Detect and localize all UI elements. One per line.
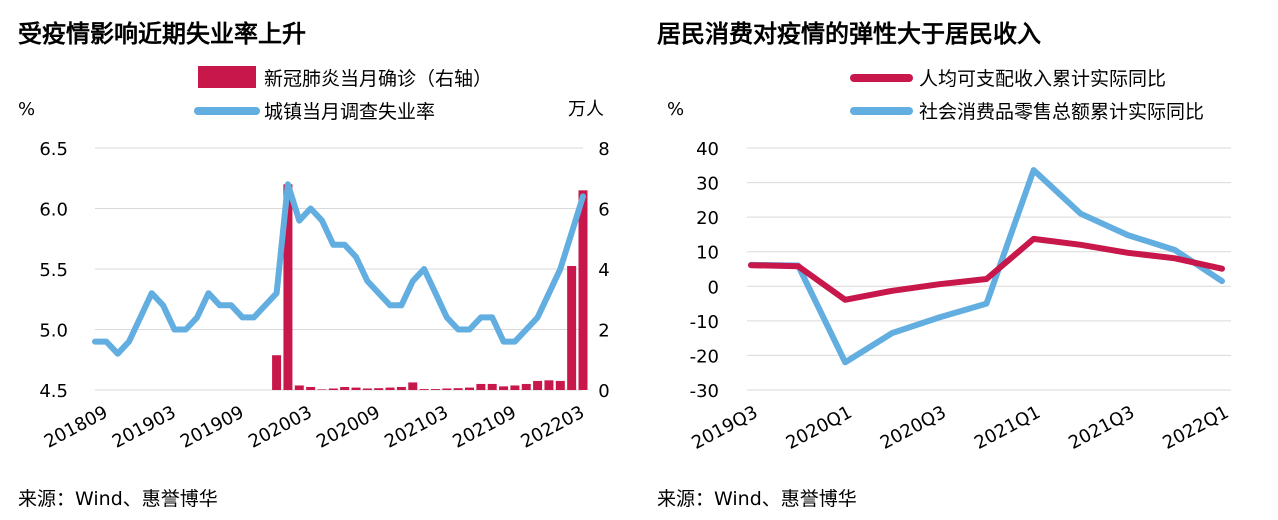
bar-confirmed-cases	[430, 389, 440, 390]
x-tick-label: 202003	[245, 402, 316, 453]
y-right-tick-label: 6	[598, 200, 609, 221]
y-right-tick-label: 2	[598, 321, 609, 342]
bar-confirmed-cases	[294, 385, 304, 390]
x-tick-label: 2021Q1	[971, 402, 1044, 454]
y-left-tick-label: 6.5	[39, 139, 68, 160]
bar-confirmed-cases	[396, 386, 406, 390]
bar-confirmed-cases	[408, 382, 418, 390]
bar-confirmed-cases	[442, 388, 452, 390]
series-line	[748, 235, 1225, 303]
bar-confirmed-cases	[283, 184, 293, 390]
y-left-tick-label: 4.5	[39, 381, 68, 402]
bar-confirmed-cases	[340, 386, 350, 390]
x-tick-label: 2021Q3	[1065, 402, 1138, 454]
y-left-unit: %	[18, 99, 35, 120]
bar-confirmed-cases	[465, 387, 475, 390]
unemployment-chart: 4.5 5.0 5.5 6.0 6.5 0 2 4 6 8% 万人 20180920190320190…	[18, 66, 610, 453]
x-tick-label: 201903	[109, 402, 180, 453]
y-tick-label: -30	[690, 381, 719, 402]
bar-confirmed-cases	[487, 383, 497, 390]
y-tick-label: 40	[696, 139, 719, 160]
bar-confirmed-cases	[272, 355, 282, 390]
bar-confirmed-cases	[521, 383, 531, 390]
x-tick-label: 202203	[517, 402, 588, 453]
legend-swatch-bar	[198, 66, 256, 88]
unemployment-rate-line	[92, 181, 586, 357]
x-tick-label: 2020Q1	[783, 402, 856, 454]
x-tick-label: 201809	[41, 402, 112, 453]
x-tick-label: 2019Q3	[688, 402, 761, 454]
x-tick-label: 201909	[177, 402, 248, 453]
unemployment-chart-panel: 受疫情影响近期失业率上升 4.5 5.0 5.5 6.0 6.5 0 2 4 6 8% 万人 2018…	[18, 20, 610, 510]
bar-confirmed-cases	[499, 386, 509, 390]
y-tick-label: 10	[696, 243, 719, 264]
source-note: 来源：Wind、惠誉博华	[657, 488, 857, 510]
bar-confirmed-cases	[555, 380, 565, 390]
y-left-tick-label: 5.5	[39, 260, 68, 281]
legend-label: 人均可支配收入累计实际同比	[919, 68, 1166, 90]
source-note: 来源：Wind、惠誉博华	[18, 488, 218, 510]
x-tick-label: 202109	[449, 402, 520, 453]
y-right-tick-label: 8	[598, 139, 609, 160]
y-unit: %	[667, 99, 684, 120]
bar-confirmed-cases	[385, 387, 395, 390]
bar-confirmed-cases	[351, 387, 361, 390]
y-right-tick-label: 4	[598, 260, 609, 281]
y-tick-label: 0	[708, 277, 719, 298]
y-right-unit: 万人	[568, 99, 604, 120]
y-tick-label: 30	[696, 174, 719, 195]
bar-confirmed-cases	[453, 388, 463, 390]
bar-confirmed-cases	[567, 265, 577, 390]
x-tick-label: 2020Q3	[877, 402, 950, 454]
chart-title: 居民消费对疫情的弹性大于居民收入	[657, 20, 1041, 48]
series-line	[748, 167, 1225, 366]
bar-confirmed-cases	[362, 388, 372, 390]
legend-label: 城镇当月调查失业率	[264, 101, 435, 123]
bar-confirmed-cases	[419, 389, 429, 390]
bar-confirmed-cases	[510, 385, 520, 390]
y-tick-label: -20	[690, 346, 719, 367]
y-tick-label: -10	[690, 312, 719, 333]
consumption-chart-panel: 居民消费对疫情的弹性大于居民收入 40 30 20 10 0 -10 -20 -30% 2019…	[639, 0, 1278, 520]
bar-confirmed-cases	[533, 380, 543, 390]
x-tick-label: 202103	[381, 402, 452, 453]
bar-confirmed-cases	[476, 383, 486, 390]
chart-title: 受疫情影响近期失业率上升	[18, 20, 306, 48]
bar-confirmed-cases	[578, 190, 588, 390]
y-tick-label: 20	[696, 208, 719, 229]
bar-confirmed-cases	[374, 388, 384, 390]
legend-label: 新冠肺炎当月确诊（右轴）	[264, 68, 492, 90]
y-left-tick-label: 5.0	[39, 321, 68, 342]
legend-label: 社会消费品零售总额累计实际同比	[919, 101, 1204, 123]
bar-confirmed-cases	[317, 389, 327, 390]
x-tick-label: 202009	[313, 402, 384, 453]
y-right-tick-label: 0	[598, 381, 609, 402]
consumption-chart: 40 30 20 10 0 -10 -20 -30% 2019Q3 2020Q1 2020Q3 202…	[667, 68, 1232, 454]
bar-confirmed-cases	[306, 386, 316, 390]
y-left-tick-label: 6.0	[39, 200, 68, 221]
bar-confirmed-cases	[328, 388, 338, 390]
bar-confirmed-cases	[544, 380, 554, 390]
x-tick-label: 2022Q1	[1159, 402, 1232, 454]
